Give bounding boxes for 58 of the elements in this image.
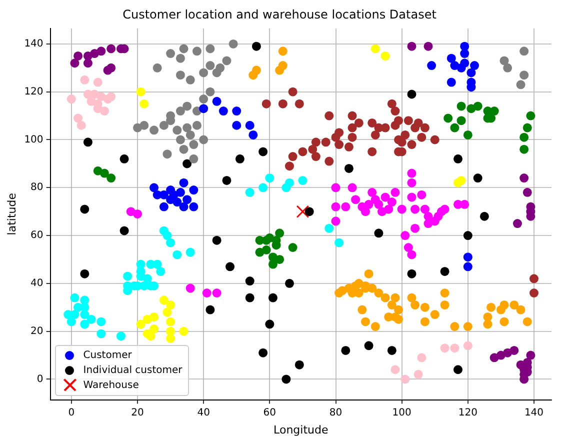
y-tick-label: 20: [30, 326, 44, 337]
y-tick-label: 120: [24, 86, 44, 98]
x-tick-label: 40: [197, 407, 210, 418]
point: [252, 42, 261, 51]
y-tick-label: 80: [30, 182, 44, 194]
point: [245, 276, 254, 286]
point: [282, 374, 291, 384]
x-tick-label: 60: [263, 407, 276, 418]
x-tick-label: 140: [524, 407, 544, 418]
y-tick-label: 60: [30, 230, 44, 242]
point: [226, 262, 235, 272]
point: [407, 90, 416, 99]
point: [182, 159, 192, 168]
point: [387, 346, 396, 355]
x-tick-label: 100: [392, 407, 412, 418]
point: [440, 266, 450, 276]
y-tick-label: 40: [30, 278, 44, 290]
point: [265, 320, 274, 329]
point: [268, 293, 278, 302]
x-tick-label: 20: [131, 407, 144, 418]
point: [245, 293, 254, 302]
series-label: Customer: [83, 350, 132, 361]
y-tick-label: 140: [24, 38, 44, 50]
x-tick-label: 80: [329, 407, 342, 418]
y-tick-label: 100: [24, 134, 44, 146]
x-axis-title: Longitude: [274, 423, 328, 436]
point: [374, 228, 384, 238]
legend-label: Individual customer: [83, 364, 182, 376]
point: [222, 176, 232, 185]
point: [284, 278, 294, 288]
point: [258, 147, 268, 156]
point: [120, 154, 129, 164]
point: [296, 205, 310, 218]
point: [212, 236, 222, 245]
point: [480, 212, 489, 221]
point: [341, 346, 350, 355]
point: [454, 365, 462, 374]
point: [80, 269, 90, 278]
point: [304, 207, 314, 216]
legend-label: Warehouse: [83, 380, 139, 391]
point: [364, 341, 374, 350]
point: [235, 154, 244, 164]
point: [294, 360, 304, 370]
point: [344, 164, 354, 173]
point: [206, 305, 215, 314]
point: [80, 204, 90, 214]
y-axis-title: latitude: [5, 192, 18, 236]
chart-title: Customer location and warehouse locations Dataset: [122, 7, 437, 22]
point: [454, 154, 462, 164]
y-tick-label: 0: [36, 374, 44, 385]
point: [120, 226, 129, 236]
point: [473, 174, 482, 183]
point: [258, 348, 268, 358]
x-tick-label: 0: [68, 407, 75, 418]
x-tick-label: 120: [458, 407, 478, 418]
point: [83, 138, 92, 147]
point: [463, 231, 472, 240]
point: [407, 269, 416, 278]
